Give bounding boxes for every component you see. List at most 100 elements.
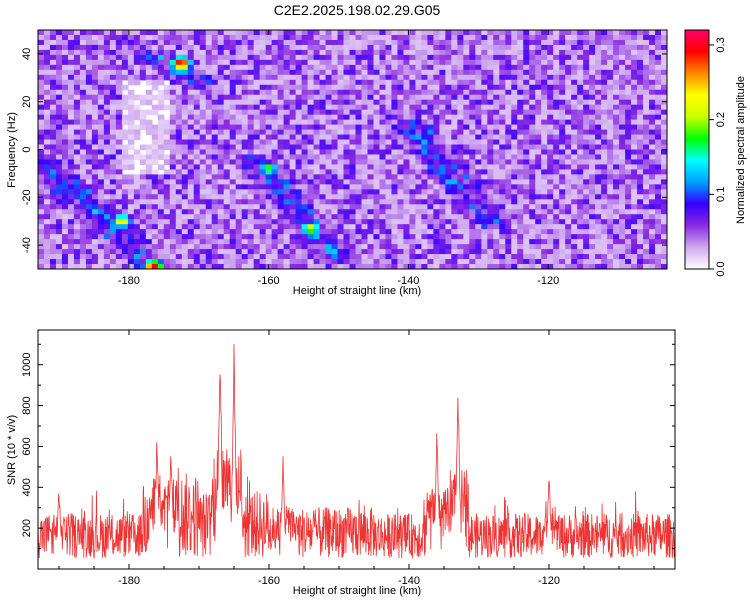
heatmap-cell xyxy=(367,179,375,185)
heatmap-cell xyxy=(289,59,297,66)
heatmap-cell xyxy=(235,134,243,141)
heatmap-cell xyxy=(469,204,476,210)
heatmap-cell xyxy=(163,84,171,91)
heatmap-cell xyxy=(367,114,375,121)
heatmap-cell xyxy=(301,164,309,171)
heatmap-cell xyxy=(38,109,45,116)
heatmap-cell xyxy=(109,34,117,41)
heatmap-cell xyxy=(541,109,548,116)
heatmap-cell xyxy=(439,30,446,36)
heatmap-cell xyxy=(553,264,560,269)
heatmap-cell xyxy=(541,30,548,36)
heatmap-cell xyxy=(379,189,387,195)
heatmap-cell xyxy=(661,144,667,151)
heatmap-cell xyxy=(325,39,333,46)
heatmap-cell xyxy=(193,184,201,190)
heatmap-cell xyxy=(571,264,578,269)
heatmap-cell xyxy=(271,94,279,101)
heatmap-cell xyxy=(391,54,399,61)
heatmap-cell xyxy=(91,124,99,131)
heatmap-cell xyxy=(235,144,243,151)
heatmap-cell xyxy=(91,214,99,220)
heatmap-cell xyxy=(511,129,518,136)
heatmap-cell xyxy=(451,264,458,269)
heatmap-cell xyxy=(211,259,219,265)
heatmap-cell xyxy=(217,214,225,220)
heatmap-cell xyxy=(445,219,452,225)
heatmap-cell xyxy=(463,129,470,136)
heatmap-cell xyxy=(445,264,452,269)
heatmap-cell xyxy=(355,249,363,255)
heatmap-cell xyxy=(559,30,566,36)
heatmap-cell xyxy=(517,124,524,131)
heatmap-cell xyxy=(619,129,626,136)
heatmap-cell xyxy=(553,114,560,121)
heatmap-cell xyxy=(295,184,303,190)
heatmap-cell xyxy=(295,79,303,86)
heatmap-cell xyxy=(187,124,195,131)
heatmap-cell xyxy=(289,209,297,215)
heatmap-cell xyxy=(55,44,63,51)
heatmap-cell xyxy=(217,194,225,200)
heatmap-cell xyxy=(277,164,285,171)
heatmap-cell xyxy=(253,59,261,66)
heatmap-cell xyxy=(619,64,626,71)
heatmap-cell xyxy=(97,139,105,146)
heatmap-cell xyxy=(145,199,153,205)
heatmap-cell xyxy=(361,99,369,106)
heatmap-cell xyxy=(283,264,291,269)
heatmap-cell xyxy=(457,249,464,255)
heatmap-cell xyxy=(235,149,243,156)
heatmap-cell xyxy=(277,119,285,126)
heatmap-cell xyxy=(193,119,201,126)
heatmap-cell xyxy=(349,174,357,180)
heatmap-cell xyxy=(223,224,231,230)
heatmap-cell xyxy=(217,164,225,171)
heatmap-cell xyxy=(127,214,135,220)
heatmap-cell xyxy=(379,89,387,96)
heatmap-cell xyxy=(67,39,75,46)
heatmap-cell xyxy=(577,84,584,91)
heatmap-cell xyxy=(655,49,662,56)
heatmap-cell xyxy=(427,254,434,260)
heatmap-cell xyxy=(319,34,327,41)
heatmap-cell xyxy=(655,184,662,190)
heatmap-cell xyxy=(409,224,416,230)
heatmap-cell xyxy=(355,129,363,136)
heatmap-cell xyxy=(241,39,249,46)
heatmap-cell xyxy=(523,39,530,46)
heatmap-cell xyxy=(565,204,572,210)
heatmap-cell xyxy=(619,99,626,106)
heatmap-cell xyxy=(73,254,81,260)
heatmap-cell xyxy=(493,129,500,136)
heatmap-cell xyxy=(541,124,548,131)
heatmap-cell xyxy=(229,99,237,106)
heatmap-cell xyxy=(427,104,434,111)
heatmap-cell xyxy=(565,44,572,51)
heatmap-cell xyxy=(349,124,357,131)
heatmap-cell xyxy=(481,164,488,171)
heatmap-cell xyxy=(121,39,129,46)
heatmap-cell xyxy=(529,134,536,141)
heatmap-cell xyxy=(655,30,662,36)
heatmap-cell xyxy=(103,194,111,200)
heatmap-cell xyxy=(103,139,111,146)
heatmap-cell xyxy=(325,234,333,240)
heatmap-cell xyxy=(451,214,458,220)
heatmap-cell xyxy=(625,244,632,250)
heatmap-cell xyxy=(571,134,578,141)
heatmap-cell xyxy=(73,264,81,269)
heatmap-cell xyxy=(49,109,57,116)
heatmap-cell xyxy=(655,79,662,86)
heatmap-cell xyxy=(79,164,87,171)
heatmap-cell xyxy=(337,44,345,51)
heatmap-cell xyxy=(403,209,411,215)
heatmap-cell xyxy=(493,94,500,101)
heatmap-cell xyxy=(439,64,446,71)
heatmap-cell xyxy=(661,39,667,46)
heatmap-cell xyxy=(439,44,446,51)
heatmap-cell xyxy=(499,259,506,265)
heatmap-cell xyxy=(601,159,608,166)
heatmap-cell xyxy=(367,119,375,126)
heatmap-cell xyxy=(511,79,518,86)
